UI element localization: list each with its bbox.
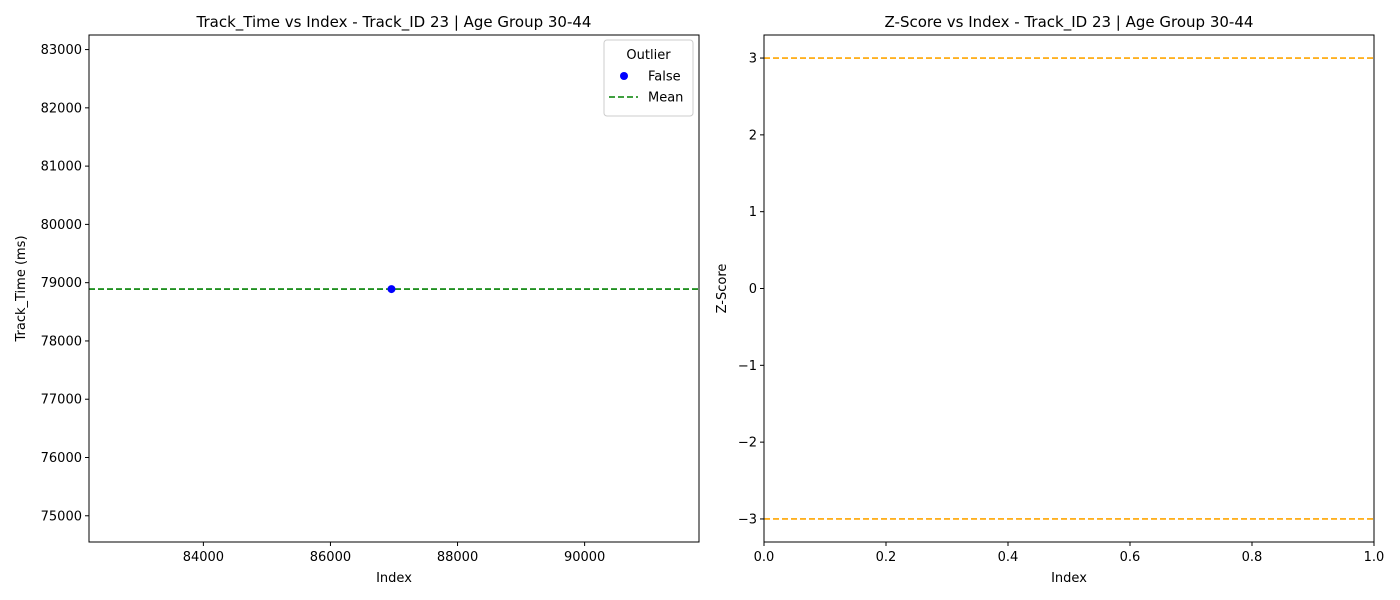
- x-tick-label: 90000: [564, 550, 605, 565]
- x-tick-label: 0.4: [998, 550, 1019, 565]
- y-tick-label: 77000: [41, 393, 82, 408]
- y-axis-label: Track_Time (ms): [14, 235, 29, 342]
- x-tick-label: 1.0: [1364, 550, 1385, 565]
- y-tick-label: −3: [738, 512, 757, 527]
- legend-entry-label: Mean: [648, 91, 683, 106]
- y-tick-label: 78000: [41, 334, 82, 349]
- y-tick-label: 82000: [41, 101, 82, 116]
- y-tick-label: 0: [749, 282, 757, 297]
- y-tick-label: 3: [749, 52, 757, 67]
- x-tick-label: 84000: [183, 550, 224, 565]
- y-tick-label: 75000: [41, 509, 82, 524]
- x-axis-label: Index: [1051, 571, 1087, 586]
- x-tick-label: 88000: [437, 550, 478, 565]
- y-tick-label: 80000: [41, 218, 82, 233]
- y-tick-label: 79000: [41, 276, 82, 291]
- y-tick-label: −2: [738, 436, 757, 451]
- chart-title: Track_Time vs Index - Track_ID 23 | Age …: [196, 13, 592, 32]
- x-tick-label: 0.8: [1242, 550, 1263, 565]
- y-tick-label: −1: [738, 359, 757, 374]
- chart-title: Z-Score vs Index - Track_ID 23 | Age Gro…: [885, 13, 1254, 32]
- legend: Outlier False Mean: [603, 39, 694, 117]
- plot-frame: [88, 34, 700, 543]
- legend-marker-dot: [620, 72, 628, 80]
- z-score-chart: Z-Score vs Index - Track_ID 23 | Age Gro…: [715, 13, 1384, 586]
- x-tick-label: 86000: [310, 550, 351, 565]
- y-tick-label: 81000: [41, 160, 82, 175]
- y-tick-label: 83000: [41, 43, 82, 58]
- legend-title: Outlier: [626, 48, 671, 63]
- data-point: [387, 285, 396, 294]
- x-tick-label: 0.0: [754, 550, 775, 565]
- y-tick-label: 1: [749, 205, 757, 220]
- y-tick-label: 2: [749, 128, 757, 143]
- legend-entry-label: False: [648, 70, 681, 85]
- legend-box: [603, 39, 694, 117]
- y-axis-label: Z-Score: [715, 264, 730, 314]
- x-axis-label: Index: [376, 571, 412, 586]
- plot-frame: [763, 34, 1375, 543]
- track-time-chart: Track_Time vs Index - Track_ID 23 | Age …: [14, 13, 700, 586]
- x-tick-label: 0.2: [876, 550, 897, 565]
- y-tick-label: 76000: [41, 451, 82, 466]
- x-tick-label: 0.6: [1120, 550, 1141, 565]
